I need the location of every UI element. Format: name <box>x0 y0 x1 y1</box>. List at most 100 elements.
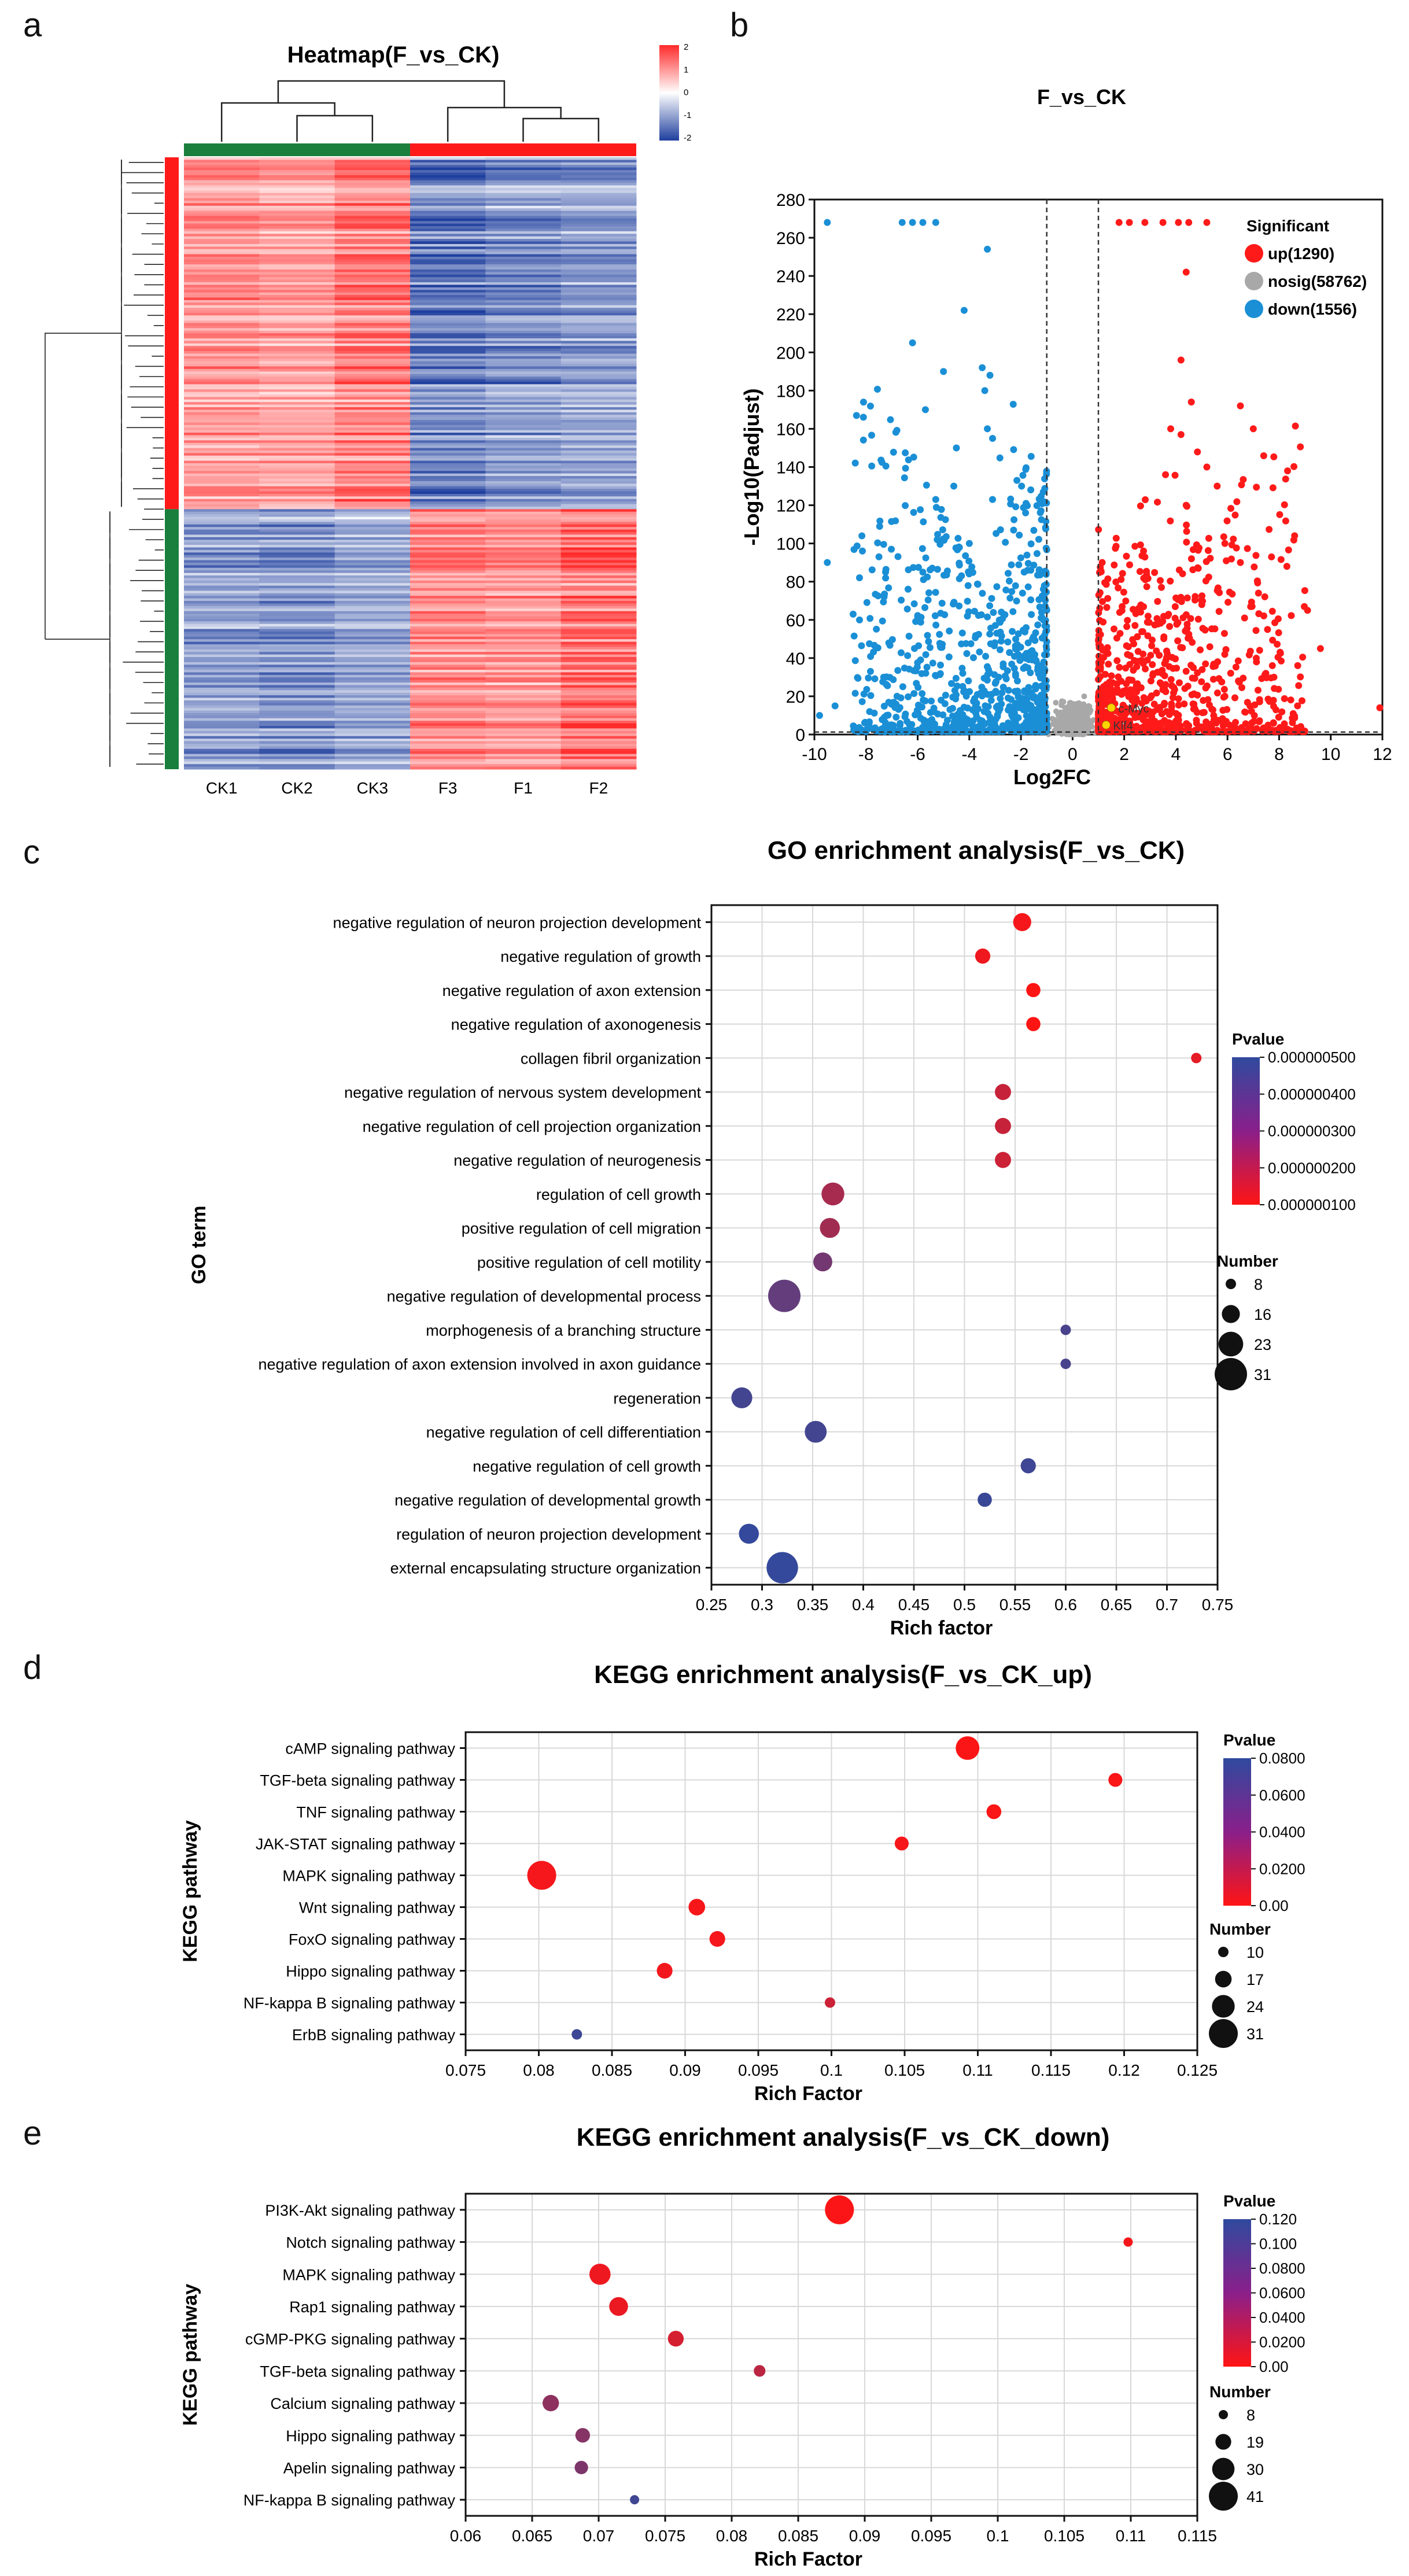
colorbar-tick-label: 0.000000200 <box>1268 1159 1356 1176</box>
heatmap-cell <box>560 560 637 563</box>
heatmap-cell <box>410 374 486 377</box>
heatmap-cell <box>485 596 562 599</box>
point-down <box>926 644 934 651</box>
heatmap-cell <box>485 348 562 352</box>
point-down <box>922 651 930 658</box>
heatmap-cell <box>560 491 637 494</box>
x-tick-label: 0.105 <box>1044 2527 1085 2545</box>
point-up <box>1174 637 1182 645</box>
heatmap-cell <box>560 223 637 227</box>
heatmap-cell <box>259 743 335 747</box>
heatmap-cell <box>485 657 562 660</box>
point-up <box>1177 644 1185 651</box>
point-down <box>1015 630 1022 637</box>
heatmap-cell <box>560 463 637 466</box>
heatmap-cell <box>410 269 486 272</box>
heatmap-cell <box>184 481 260 484</box>
heatmap-cell <box>485 481 562 484</box>
heatmap-cell <box>410 328 486 331</box>
heatmap-cell <box>259 713 335 716</box>
point-down <box>1027 596 1035 604</box>
heatmap-cell <box>259 670 335 673</box>
go-enrichment-plot: GO enrichment analysis(F_vs_CK)0.25 0.3 0.… <box>188 836 1356 1639</box>
point-down <box>851 689 859 697</box>
point-up <box>1110 625 1117 633</box>
bubble <box>986 1804 1002 1820</box>
heatmap-cell <box>334 249 411 252</box>
heatmap-cell <box>259 328 335 331</box>
point-down <box>1034 698 1041 706</box>
heatmap-cell <box>560 588 637 591</box>
point-down <box>1014 687 1021 695</box>
heatmap-cell <box>334 371 411 375</box>
heatmap-cell <box>485 549 562 553</box>
point-up <box>1144 632 1152 640</box>
heatmap-cell <box>485 213 562 216</box>
point-up <box>1227 504 1234 512</box>
y-axis-label: -Log10(Padjust) <box>740 388 763 545</box>
heatmap-cell <box>259 723 335 726</box>
heatmap-cell <box>560 662 637 665</box>
point-down <box>885 584 892 592</box>
heatmap-cell <box>410 743 486 747</box>
heatmap-cell <box>334 677 411 681</box>
point-up <box>1187 615 1194 622</box>
heatmap-cell <box>334 269 411 272</box>
heatmap-cell <box>560 614 637 617</box>
point-down <box>1025 689 1032 696</box>
point-up <box>1162 471 1170 478</box>
point-down <box>1017 554 1024 562</box>
heatmap-cell <box>184 670 260 673</box>
point-up <box>1203 219 1211 226</box>
heatmap-cell <box>259 243 335 247</box>
x-tick-label: 6 <box>1223 745 1233 764</box>
point-down <box>999 684 1007 691</box>
heatmap-cell <box>485 356 562 359</box>
heatmap-cell <box>485 254 562 257</box>
point-down <box>945 653 953 660</box>
heatmap-cell <box>184 611 260 614</box>
point-down <box>1030 526 1038 534</box>
heatmap-cell <box>259 558 335 561</box>
point-up <box>1103 604 1111 611</box>
point-up <box>1160 701 1168 708</box>
heatmap-cell <box>410 282 486 285</box>
heatmap-cell <box>560 481 637 484</box>
heatmap-cell <box>410 394 486 397</box>
point-up <box>1162 688 1170 695</box>
point-up <box>1182 667 1190 675</box>
heatmap-cell <box>184 631 260 634</box>
heatmap-cell <box>184 292 260 296</box>
x-axis-label: Log2FC <box>1013 765 1091 789</box>
point-up <box>1115 219 1123 226</box>
point-up <box>1114 688 1122 696</box>
heatmap-cell <box>259 601 335 604</box>
heatmap-cell <box>334 442 411 446</box>
bubble <box>975 948 991 964</box>
heatmap-cell <box>259 540 335 543</box>
point-up <box>1256 698 1263 706</box>
point-down <box>1019 589 1026 597</box>
size-legend-swatch <box>1219 2410 1228 2419</box>
point-up <box>1099 598 1106 606</box>
x-tick-label: 0.11 <box>1116 2527 1146 2545</box>
point-down <box>824 219 831 226</box>
heatmap-cell <box>184 412 260 415</box>
heatmap-cell <box>560 389 637 393</box>
point-down <box>1005 577 1013 585</box>
heatmap-cell <box>334 739 411 742</box>
heatmap-cell <box>334 766 411 770</box>
heatmap-cell <box>485 346 562 349</box>
heatmap-cell <box>560 366 637 370</box>
heatmap-cell <box>410 537 486 540</box>
heatmap-cell <box>184 549 260 553</box>
heatmap-cell <box>410 705 486 708</box>
point-down <box>991 721 998 729</box>
heatmap-cell <box>410 476 486 479</box>
bubble <box>1108 1773 1123 1787</box>
point-up <box>1156 577 1164 584</box>
heatmap-cell <box>485 580 562 584</box>
heatmap-cell <box>184 598 260 601</box>
heatmap-cell <box>184 695 260 699</box>
heatmap-cell <box>485 677 562 681</box>
